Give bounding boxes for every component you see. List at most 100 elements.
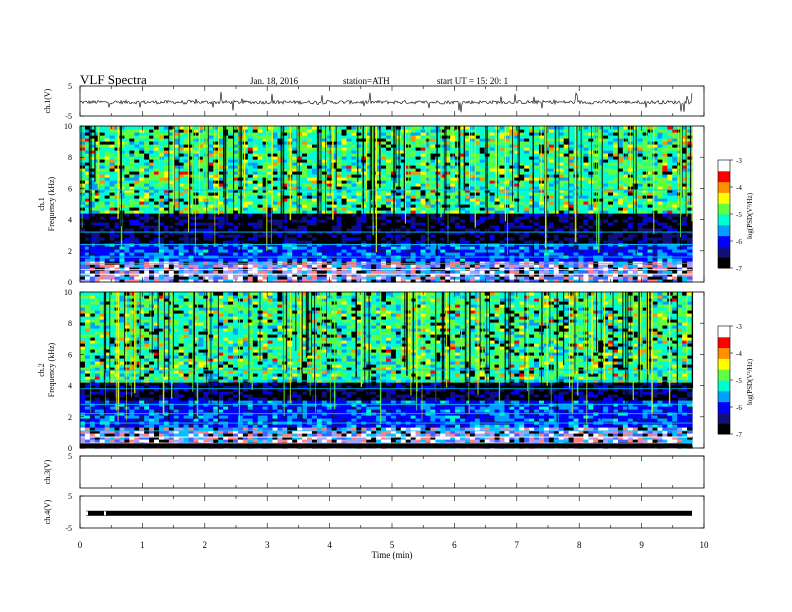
spectrogram-cell — [104, 168, 111, 172]
spectrogram-cell — [277, 126, 283, 130]
spectrogram-cell — [139, 246, 145, 250]
spectrogram-cell — [94, 228, 101, 232]
spectrogram-cell — [94, 270, 101, 274]
spectrogram-cell — [129, 195, 135, 199]
spectrogram-cell — [129, 279, 135, 283]
spectrogram-cell — [94, 153, 101, 157]
spectrogram-cell — [109, 129, 116, 133]
spectrogram-cell — [129, 168, 135, 172]
spectrogram-cell — [114, 276, 121, 280]
spectrogram-cell — [129, 132, 135, 136]
spectrogram-cell — [80, 201, 86, 205]
spectrogram-cell — [104, 201, 111, 205]
spectrogram-cell — [134, 279, 140, 283]
spectrogram-cell — [129, 177, 135, 181]
figure-title: VLF Spectra — [80, 72, 147, 87]
spectrogram-cell — [307, 126, 313, 130]
spectrogram-cell — [80, 231, 86, 235]
spectrogram-cell — [178, 126, 185, 130]
spectrogram-cell — [109, 141, 116, 145]
spectrogram-cell — [218, 126, 224, 130]
spectrogram-cell — [89, 273, 96, 277]
spectrogram-cell — [84, 210, 91, 214]
spectrogram-cell — [129, 273, 135, 277]
spectrogram-cell — [84, 198, 91, 202]
spectrogram-cell — [99, 150, 106, 154]
spectrogram-cell — [124, 264, 130, 268]
spectrogram-cell — [311, 126, 318, 130]
spectrogram-cell — [129, 204, 135, 208]
spectrogram-cell — [89, 165, 96, 169]
spectrogram-cell — [139, 237, 145, 241]
spectrogram-cell — [129, 219, 135, 223]
spectrogram-cell — [134, 216, 140, 220]
spectrogram-cell — [99, 129, 106, 133]
spectrogram-cell — [114, 183, 121, 187]
spectrogram-cell — [114, 264, 121, 268]
spectrogram-cell — [119, 264, 126, 268]
spectrogram-cell — [124, 150, 130, 154]
spectrogram-cell — [89, 159, 96, 163]
spectrogram-cell — [134, 126, 140, 130]
spectrogram-cell — [124, 156, 130, 160]
spectrogram-cell — [84, 174, 91, 178]
spectrogram-cell — [89, 183, 96, 187]
spectrogram-cell — [80, 165, 86, 169]
spectrogram-cell — [94, 189, 101, 193]
spectrogram-cell — [114, 156, 121, 160]
spectrogram-cell — [99, 198, 106, 202]
spectrogram-cell — [89, 216, 96, 220]
spectrogram-cell — [124, 162, 130, 166]
spectrogram-cell — [134, 183, 140, 187]
spectrogram-cell — [104, 267, 111, 271]
spectrogram-cell — [129, 180, 135, 184]
spectrogram-cell — [129, 249, 135, 253]
spectrogram-cell — [114, 192, 121, 196]
spectrogram-cell — [129, 201, 135, 205]
spectrogram-cell — [84, 270, 91, 274]
spectrogram-cell — [84, 267, 91, 271]
spectrogram-cell — [109, 273, 116, 277]
spectrogram-cell — [124, 198, 130, 202]
spectrogram-cell — [89, 276, 96, 280]
spectrogram-cell — [80, 135, 86, 139]
spectrogram-cell — [84, 273, 91, 277]
spectrogram-cell — [99, 126, 106, 130]
spectrogram-cell — [386, 126, 392, 130]
spectrogram-cell — [80, 234, 86, 238]
spectrogram-cell — [139, 276, 145, 280]
spectrogram-cell — [124, 180, 130, 184]
spectrogram-cell — [124, 237, 130, 241]
spectrogram-cell — [89, 168, 96, 172]
spectrogram-cell — [94, 219, 101, 223]
spectrogram-cell — [109, 156, 116, 160]
spectrogram-cell — [129, 207, 135, 211]
spectrogram-cell — [134, 231, 140, 235]
spectrogram-cell — [124, 249, 130, 253]
spectrogram-cell — [134, 207, 140, 211]
spectrogram-cell — [114, 204, 121, 208]
spectrogram-cell — [80, 180, 86, 184]
spectrogram-cell — [134, 141, 140, 145]
spectrogram-cell — [99, 219, 106, 223]
spectrogram-cell — [134, 159, 140, 163]
spectrogram-cell — [134, 171, 140, 175]
spectrogram-cell — [114, 231, 121, 235]
spectrogram-cell — [534, 126, 540, 130]
spectrogram-cell — [129, 126, 135, 130]
spectrogram-cell — [124, 276, 130, 280]
spectrogram-cell — [84, 153, 91, 157]
spectrogram-cell — [124, 258, 130, 262]
spectrogram-cell — [94, 213, 101, 217]
spectrogram-cell — [80, 252, 86, 256]
spectrogram-cell — [109, 276, 116, 280]
spectrogram-cell — [341, 126, 348, 130]
start-ut-label: start UT = 15: 20: 1 — [437, 76, 509, 86]
spectrogram-cell — [104, 210, 111, 214]
spectrogram-cell — [80, 156, 86, 160]
spectrogram-cell — [134, 189, 140, 193]
spectrogram-cell — [114, 171, 121, 175]
spectrogram-cell — [104, 153, 111, 157]
spectrogram-cell — [134, 198, 140, 202]
spectrogram-cell — [134, 237, 140, 241]
